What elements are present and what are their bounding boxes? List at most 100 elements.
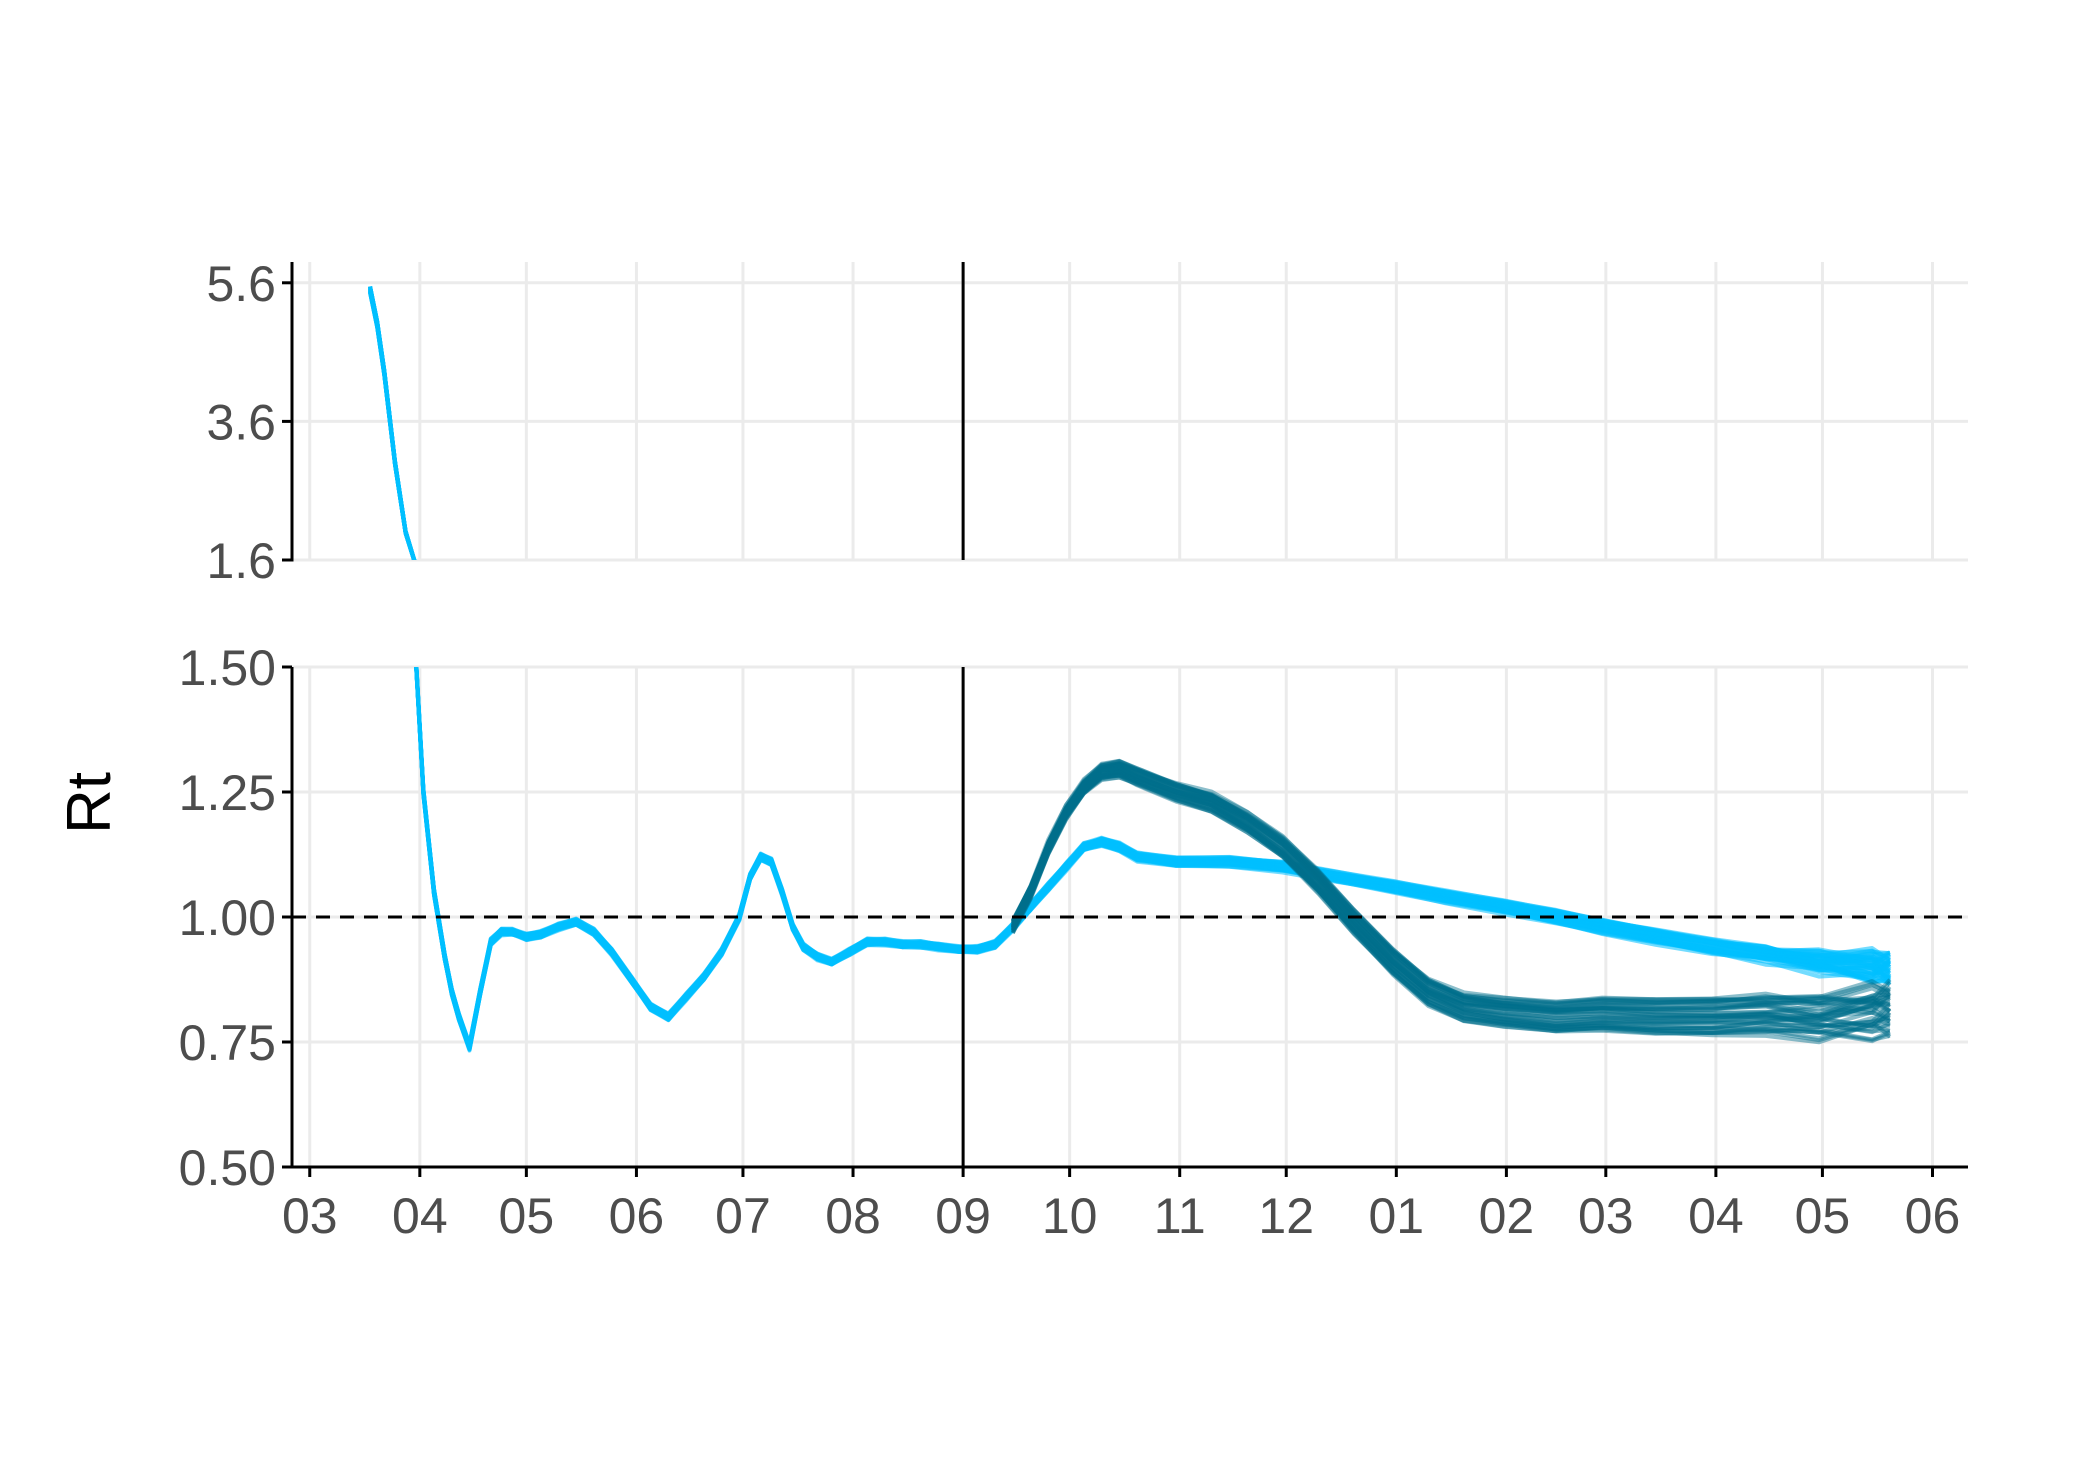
- series-line-dark: [1013, 581, 1890, 617]
- series-line-dark: [1011, 772, 1891, 1035]
- series-line-dark: [1013, 581, 1890, 615]
- series-line-light: [414, 667, 1891, 1048]
- series-line-dark: [1011, 761, 1891, 1014]
- series-line-dark: [1011, 761, 1891, 1010]
- series-line-light: [368, 286, 417, 560]
- series-line-light: [368, 286, 417, 560]
- x-tick-label: 11: [1154, 1188, 1206, 1244]
- series-line-light: [368, 289, 417, 560]
- series-line-light: [368, 286, 417, 560]
- series-line-dark: [1013, 581, 1890, 616]
- series-line-dark: [1011, 775, 1891, 1042]
- series-line-light: [414, 667, 1891, 1048]
- series-line-dark: [1013, 581, 1890, 616]
- series-line-light: [368, 291, 417, 560]
- series-line-light: [414, 667, 1892, 1046]
- series-line-dark: [1011, 766, 1890, 1017]
- y-tick-label: 1.6: [206, 533, 276, 589]
- series-line-light: [414, 667, 1892, 1048]
- series-line-light: [368, 290, 417, 560]
- series-line-dark: [1011, 773, 1891, 1045]
- y-tick-label: 0.50: [179, 1140, 276, 1196]
- y-tick-label: 5.6: [206, 256, 276, 312]
- y-axis-title: Rt: [55, 772, 124, 834]
- series-line-light: [368, 287, 417, 560]
- series-line-light: [414, 667, 1891, 1050]
- series-line-dark: [1011, 769, 1891, 1030]
- y-tick-label: 0.75: [179, 1015, 276, 1071]
- series-line-dark: [1011, 762, 1892, 1017]
- series-line-dark: [1013, 581, 1890, 615]
- series-line-dark: [1013, 580, 1890, 613]
- series-line-light: [414, 667, 1892, 1050]
- series-line-light: [414, 667, 1891, 1050]
- series-line-light: [368, 287, 417, 560]
- series-line-dark: [1013, 582, 1890, 618]
- series-line-dark: [1013, 581, 1890, 616]
- series-line-dark: [1013, 581, 1890, 616]
- y-tick-label: 1.50: [179, 640, 276, 696]
- series-line-dark: [1011, 771, 1891, 1044]
- series-line-light: [414, 667, 1892, 1051]
- series-line-dark: [1011, 769, 1891, 1034]
- series-line-dark: [1011, 764, 1891, 1013]
- series-line-dark: [1013, 582, 1890, 618]
- series-line-light: [414, 667, 1892, 1052]
- series-line-dark: [1011, 768, 1891, 1023]
- series-line-light: [414, 667, 1891, 1047]
- series-line-light: [414, 667, 1891, 1051]
- series-line-light: [368, 289, 417, 560]
- series-line-dark: [1010, 762, 1891, 1006]
- series-line-light: [414, 667, 1892, 1051]
- series-line-dark: [1011, 775, 1892, 1039]
- series-line-light: [368, 291, 417, 560]
- series-line-light: [368, 291, 417, 560]
- y-tick-label: 3.6: [206, 394, 276, 450]
- series-line-dark: [1013, 582, 1890, 618]
- series-line-dark: [1011, 763, 1892, 1019]
- series-line-dark: [1013, 581, 1890, 615]
- series-line-dark: [1011, 768, 1891, 1023]
- series-line-light: [414, 667, 1891, 1050]
- series-line-dark: [1011, 770, 1892, 1025]
- series-line-light: [414, 667, 1892, 1048]
- series-line-light: [414, 667, 1891, 1048]
- series-line-dark: [1013, 580, 1890, 614]
- series-line-light: [368, 286, 417, 560]
- series-line-light: [414, 667, 1890, 1052]
- series-line-light: [414, 667, 1892, 1053]
- series-line-light: [414, 667, 1891, 1051]
- series-line-dark: [1013, 581, 1890, 615]
- series-line-light: [368, 292, 417, 560]
- series-line-light: [414, 667, 1891, 1051]
- series-line-dark: [1013, 582, 1890, 617]
- series-line-light: [414, 667, 1891, 1050]
- series-line-light: [414, 667, 1892, 1050]
- series-line-dark: [1011, 758, 1892, 1006]
- series-line-dark: [1011, 773, 1891, 1035]
- series-line-dark: [1013, 580, 1890, 614]
- series-line-light: [414, 667, 1891, 1050]
- series-line-dark: [1013, 580, 1890, 613]
- series-line-light: [368, 286, 417, 560]
- series-line-dark: [1013, 581, 1890, 617]
- series-line-light: [414, 667, 1892, 1048]
- series-line-light: [414, 667, 1892, 1047]
- series-line-dark: [1011, 768, 1891, 1024]
- series-line-light: [414, 667, 1892, 1049]
- series-line-light: [368, 286, 417, 560]
- series-line-dark: [1011, 759, 1891, 1007]
- series-line-dark: [1011, 772, 1891, 1042]
- series-line-dark: [1013, 581, 1890, 616]
- series-line-light: [414, 667, 1891, 1047]
- series-line-light: [414, 667, 1892, 1048]
- series-line-light: [368, 290, 417, 560]
- series-line-dark: [1013, 581, 1890, 615]
- series-line-dark: [1013, 581, 1890, 616]
- series-line-light: [368, 286, 417, 560]
- x-tick-label: 06: [1905, 1188, 1961, 1244]
- x-tick-label: 04: [1688, 1188, 1744, 1244]
- x-tick-label: 10: [1042, 1188, 1098, 1244]
- series-line-light: [368, 290, 417, 560]
- series-line-dark: [1013, 580, 1890, 614]
